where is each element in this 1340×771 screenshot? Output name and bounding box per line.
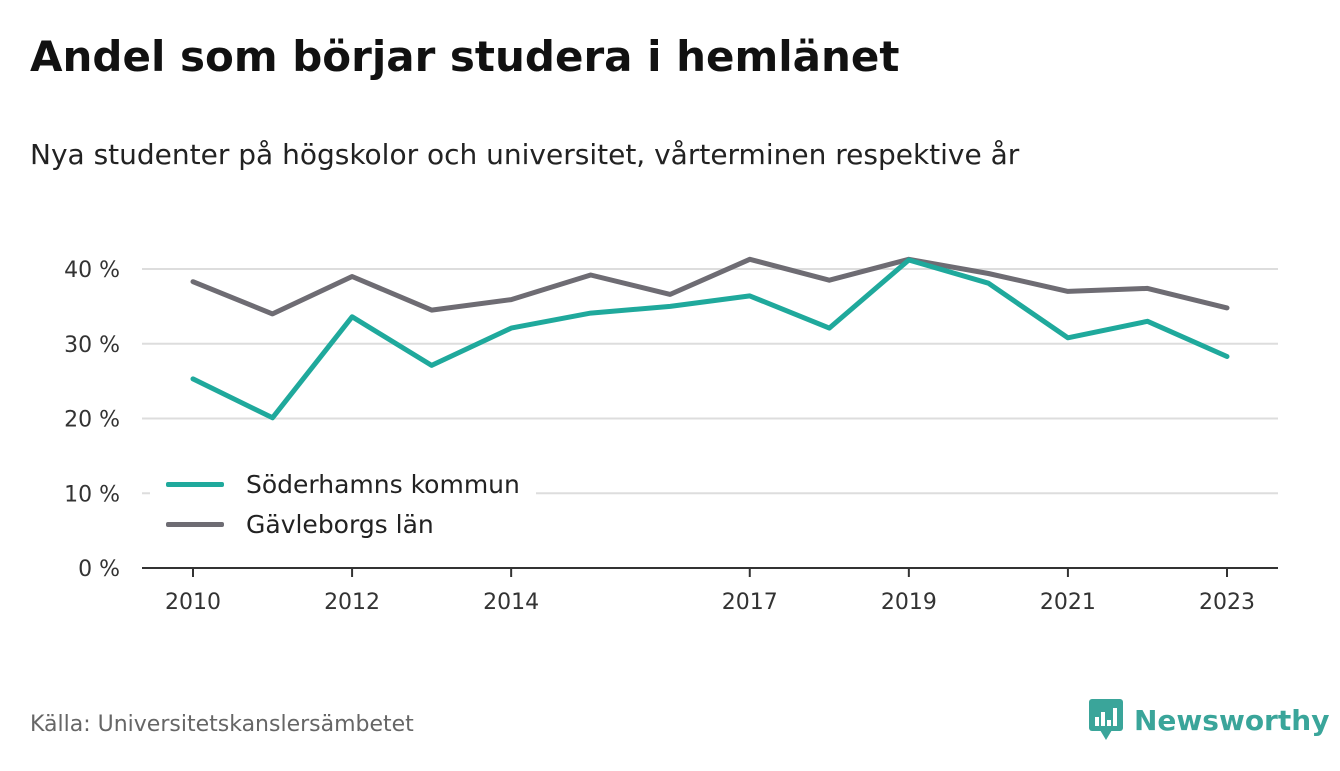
brand-logo: Newsworthy xyxy=(1088,698,1329,742)
y-tick-label: 30 % xyxy=(64,333,120,358)
legend-swatch-gavleborg xyxy=(166,521,224,527)
legend-label-gavleborg: Gävleborgs län xyxy=(246,509,434,539)
legend-swatch-soderhamn xyxy=(166,481,224,487)
legend-item-gavleborg: Gävleborgs län xyxy=(166,504,520,544)
x-tick-label: 2012 xyxy=(324,590,380,615)
series-line-gavleborg xyxy=(190,256,1230,317)
brand-name: Newsworthy xyxy=(1134,703,1330,737)
legend: Söderhamns kommun Gävleborgs län xyxy=(150,462,536,548)
chart-subtitle: Nya studenter på högskolor och universit… xyxy=(30,138,1020,171)
x-tick-label: 2019 xyxy=(881,590,937,615)
series-lines xyxy=(190,256,1230,421)
y-tick-label: 10 % xyxy=(64,482,120,507)
legend-item-soderhamn: Söderhamns kommun xyxy=(166,464,520,504)
source-note: Källa: Universitetskanslersämbetet xyxy=(30,712,414,737)
legend-label-soderhamn: Söderhamns kommun xyxy=(246,469,520,499)
x-tick-label: 2010 xyxy=(165,590,221,615)
chart-title: Andel som börjar studera i hemlänet xyxy=(30,32,900,81)
bar-chart-speech-bubble-icon xyxy=(1089,699,1123,740)
x-tick-label: 2023 xyxy=(1199,590,1255,615)
y-tick-label: 0 % xyxy=(78,557,120,582)
x-tick-label: 2017 xyxy=(722,590,778,615)
axes: 0 % 10 % 20 % 30 % 40 % 2010 2012 2014 2017 2019 2… xyxy=(64,258,1278,615)
x-tick-label: 2021 xyxy=(1040,590,1096,615)
series-line-soderhamn xyxy=(190,257,1230,421)
y-tick-label: 20 % xyxy=(64,408,120,433)
y-tick-label: 40 % xyxy=(64,258,120,283)
x-tick-label: 2014 xyxy=(483,590,539,615)
